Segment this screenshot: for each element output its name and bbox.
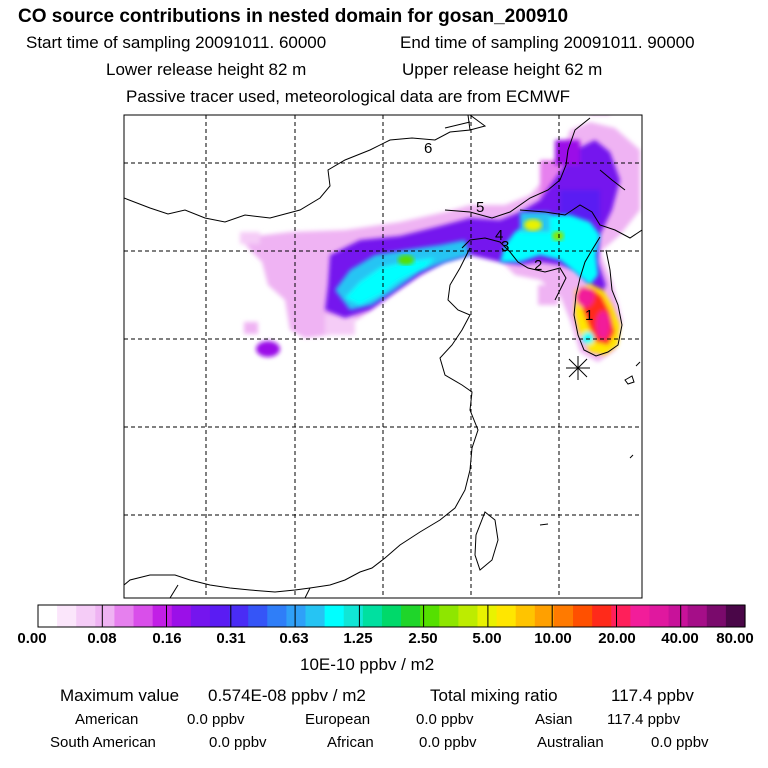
colorbar-cell [496,605,517,627]
colorbar-cell [706,605,727,627]
colorbar-cell [114,605,135,627]
colorbar-tick: 0.63 [279,630,309,647]
region-name: Asian [535,711,573,728]
region-value: 0.0 ppbv [419,734,477,751]
sampling-end: End time of sampling 20091011. 90000 [400,33,695,52]
colorbar-tick: 0.16 [152,630,182,647]
colorbar-cell [248,605,268,627]
colorbar-cell [668,605,689,627]
colorbar-tick: 0.31 [216,630,246,647]
colorbar-tick: 0.08 [87,630,117,647]
region-value: 0.0 ppbv [416,711,474,728]
trajectory-labels: 1 2 3 4 5 6 [424,140,593,324]
map-panel: 1 2 3 4 5 6 [123,114,643,599]
colorbar-cell [381,605,402,627]
tracer-note: Passive tracer used, meteorological data… [126,87,571,106]
region-name: Australian [537,734,604,751]
colorbar-cell [420,605,440,627]
trajectory-label-2: 2 [534,257,542,274]
trajectory-label-6: 6 [424,140,432,157]
lower-release-height: Lower release height 82 m [106,60,307,79]
region-value: 117.4 ppbv [607,711,681,728]
colorbar [37,604,746,628]
colorbar-unit: 10E-10 ppbv / m2 [300,655,435,674]
trajectory-label-3: 3 [501,238,509,255]
colorbar-cell [362,605,383,627]
trajectory-label-5: 5 [476,199,484,216]
colorbar-cell [592,605,612,627]
region-name: American [75,711,139,728]
total-mixing-label: Total mixing ratio [430,686,558,705]
sampling-start: Start time of sampling 20091011. 60000 [26,33,327,52]
region-value: 0.0 ppbv [651,734,709,751]
map-frame [123,114,643,599]
receptor-marker [566,356,590,380]
colorbar-tick: 40.00 [661,630,699,647]
region-name: African [327,734,374,751]
colorbar-cell [57,605,77,627]
max-value: 0.574E-08 ppbv / m2 [208,686,366,705]
colorbar-cell [209,605,230,627]
colorbar-tick: 1.25 [343,630,373,647]
colorbar-cell [611,605,631,627]
colorbar-cell [267,605,288,627]
colorbar-cell [95,605,116,627]
colorbar-cell [553,605,574,627]
region-name: European [305,711,371,728]
total-mixing-value: 117.4 ppbv [611,686,694,705]
trajectory-label-4: 4 [495,227,503,244]
colorbar-cell [324,605,345,627]
colorbar-tick: 20.00 [598,630,636,647]
colorbar-cell [534,605,555,627]
colorbar-cell [725,605,746,627]
colorbar-tick: 5.00 [472,630,502,647]
colorbar-cells [38,605,746,627]
colorbar-tick: 10.00 [534,630,572,647]
colorbar-cell [630,605,651,627]
colorbar-cell [190,605,211,627]
colorbar-cell [152,605,173,627]
colorbar-tick: 80.00 [716,630,754,647]
lat-lon-grid [124,115,642,598]
colorbar-cell [515,605,536,627]
colorbar-cell [458,605,479,627]
colorbar-cell [286,605,307,627]
concentration-field [240,122,640,362]
region-value: 0.0 ppbv [209,734,267,751]
region-value: 0.0 ppbv [187,711,245,728]
region-name: South American [50,734,156,751]
colorbar-cell [229,605,249,627]
colorbar-cell [401,605,421,627]
coastline [124,115,642,598]
colorbar-tick: 2.50 [408,630,438,647]
colorbar-cell [439,605,459,627]
colorbar-frame [37,604,746,628]
colorbar-cell [573,605,593,627]
colorbar-cell [343,605,364,627]
colorbar-cell [133,605,154,627]
colorbar-tick: 0.00 [17,630,47,647]
colorbar-cell [687,605,708,627]
colorbar-cell [477,605,498,627]
colorbar-cell [38,605,58,627]
max-value-label: Maximum value [60,686,180,705]
page-title: CO source contributions in nested domain… [18,6,569,27]
colorbar-cell [76,605,96,627]
colorbar-cell [649,605,670,627]
colorbar-dividers [101,605,682,627]
trajectory-label-1: 1 [585,307,593,324]
colorbar-cell [171,605,192,627]
colorbar-cell [305,605,326,627]
upper-release-height: Upper release height 62 m [402,60,603,79]
